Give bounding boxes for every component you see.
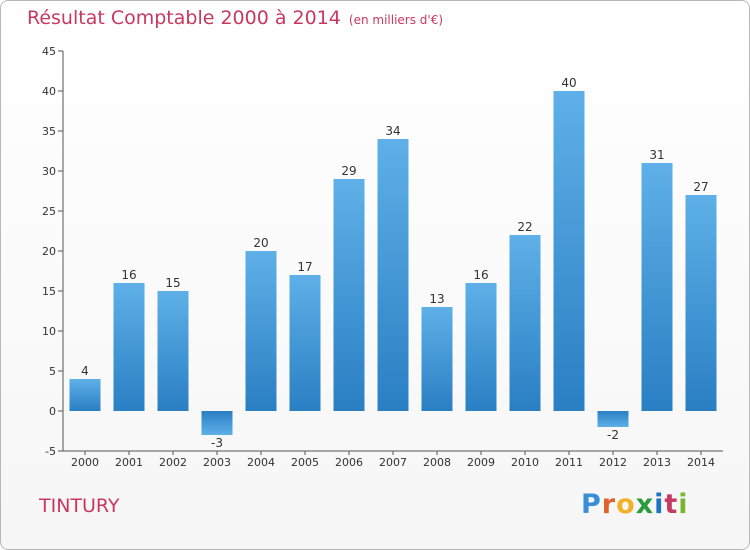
bar-2009 bbox=[465, 283, 497, 411]
x-tick-label: 2010 bbox=[511, 456, 539, 469]
logo-letter: i bbox=[654, 489, 665, 520]
data-label: 34 bbox=[385, 124, 400, 138]
bar-2013 bbox=[641, 163, 673, 411]
bar-2008 bbox=[421, 307, 453, 411]
y-tick-label: -5 bbox=[45, 445, 56, 458]
bar-layer bbox=[69, 91, 717, 435]
bar-2006 bbox=[333, 179, 365, 411]
x-tick-label: 2011 bbox=[555, 456, 583, 469]
bar-2002 bbox=[157, 291, 189, 411]
y-tick-label: 15 bbox=[42, 285, 56, 298]
logo-letter: o bbox=[616, 489, 636, 520]
data-label: 40 bbox=[561, 76, 576, 90]
x-tick-label: 2012 bbox=[599, 456, 627, 469]
data-label: 27 bbox=[693, 180, 708, 194]
data-label: 17 bbox=[297, 260, 312, 274]
title-unit: (en milliers d'€) bbox=[348, 13, 444, 27]
y-tick-label: 20 bbox=[42, 245, 56, 258]
bar-2000 bbox=[69, 379, 101, 411]
x-tick-label: 2006 bbox=[335, 456, 363, 469]
logo-letter: i bbox=[678, 489, 689, 520]
data-label: 31 bbox=[649, 148, 664, 162]
data-label: 16 bbox=[121, 268, 136, 282]
x-tick-label: 2004 bbox=[247, 456, 275, 469]
x-tick-label: 2013 bbox=[643, 456, 671, 469]
data-label: 22 bbox=[517, 220, 532, 234]
data-label: 4 bbox=[81, 364, 89, 378]
bar-2007 bbox=[377, 139, 409, 411]
y-tick-label: 25 bbox=[42, 205, 56, 218]
bar-2003 bbox=[201, 411, 233, 435]
bar-2011 bbox=[553, 91, 585, 411]
title-text: Résultat Comptable 2000 à 2014 bbox=[27, 7, 341, 29]
bar-2001 bbox=[113, 283, 145, 411]
x-tick-label: 2000 bbox=[71, 456, 99, 469]
axis-layer: -5 0 5 10 15 20 25 30 35 40 45 2000 2001 2002 2003 2004… bbox=[42, 45, 723, 469]
commune-name: TINTURY bbox=[39, 495, 120, 517]
bar-2014 bbox=[685, 195, 717, 411]
y-tick-label: 30 bbox=[42, 165, 56, 178]
x-tick-label: 2005 bbox=[291, 456, 319, 469]
y-tick-label: 45 bbox=[42, 45, 56, 58]
y-tick-label: 10 bbox=[42, 325, 56, 338]
chart-title: Résultat Comptable 2000 à 2014 (en millie… bbox=[27, 7, 443, 29]
bar-2004 bbox=[245, 251, 277, 411]
x-tick-label: 2014 bbox=[687, 456, 715, 469]
logo-letter: t bbox=[664, 489, 679, 520]
logo-letter: x bbox=[635, 489, 655, 520]
x-tick-label: 2002 bbox=[159, 456, 187, 469]
data-label: 15 bbox=[165, 276, 180, 290]
x-tick-label: 2003 bbox=[203, 456, 231, 469]
y-tick-label: 5 bbox=[49, 365, 56, 378]
bar-2010 bbox=[509, 235, 541, 411]
bar-2012 bbox=[597, 411, 629, 427]
x-tick-label: 2009 bbox=[467, 456, 495, 469]
logo-letter: P bbox=[581, 489, 602, 520]
data-label: 20 bbox=[253, 236, 268, 250]
y-tick-label: 35 bbox=[42, 125, 56, 138]
bar-2005 bbox=[289, 275, 321, 411]
data-label: -3 bbox=[211, 436, 223, 450]
data-label: 13 bbox=[429, 292, 444, 306]
x-tick-label: 2008 bbox=[423, 456, 451, 469]
data-label: 16 bbox=[473, 268, 488, 282]
y-tick-label: 40 bbox=[42, 85, 56, 98]
y-tick-label: 0 bbox=[49, 405, 56, 418]
data-label: 29 bbox=[341, 164, 356, 178]
proxiti-logo: Proxiti bbox=[581, 489, 689, 520]
label-layer: 4 16 15 -3 20 17 29 34 13 16 22 40 -2 31 27 bbox=[81, 76, 708, 450]
x-tick-label: 2001 bbox=[115, 456, 143, 469]
logo-letter: r bbox=[601, 489, 617, 520]
x-tick-label: 2007 bbox=[379, 456, 407, 469]
data-label: -2 bbox=[607, 428, 619, 442]
